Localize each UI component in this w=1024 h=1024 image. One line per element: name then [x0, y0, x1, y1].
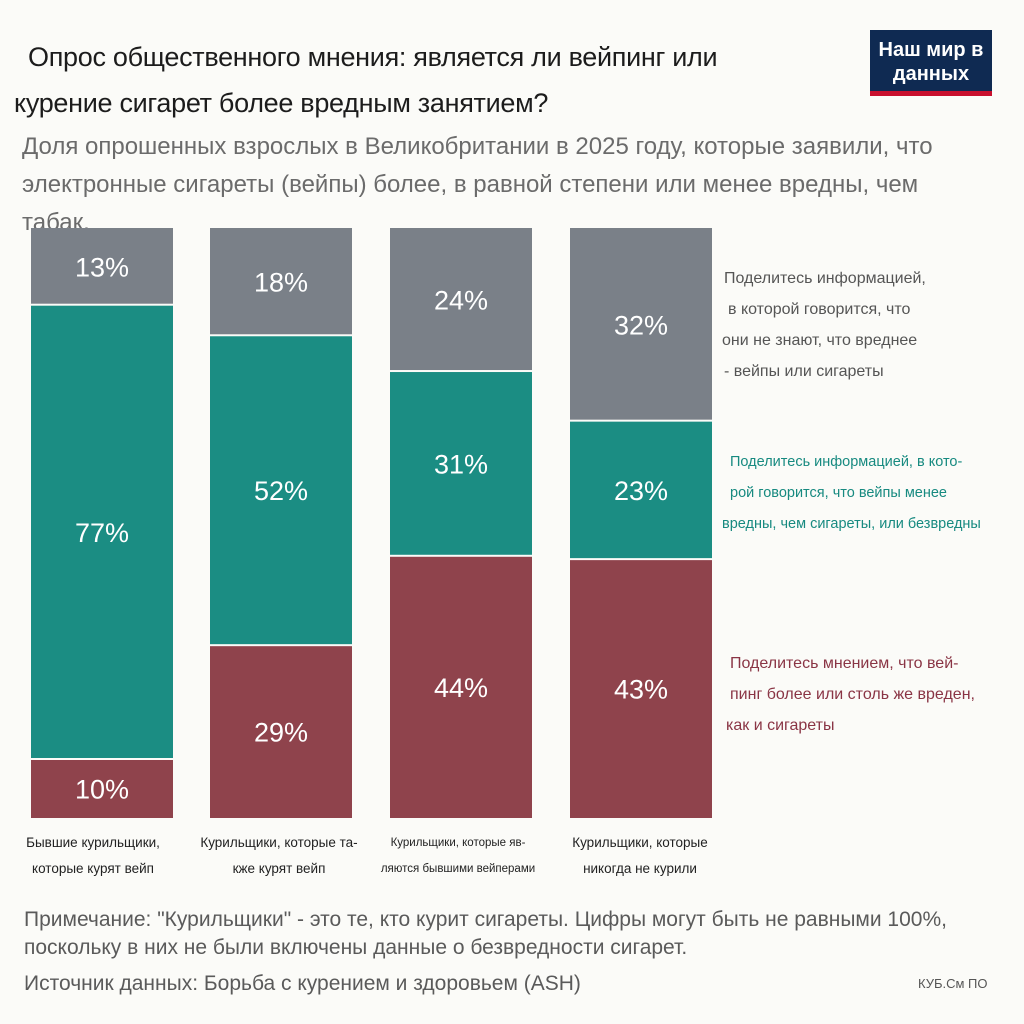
legend-unknown-line: Поделитесь информацией, — [724, 270, 926, 287]
category-label-line: Бывшие курильщики, — [26, 835, 160, 850]
our-world-in-data-logo[interactable]: Наш мир в данных — [870, 30, 992, 96]
bar-value-label: 13% — [75, 252, 129, 282]
footnote: Примечание: "Курильщики" - это те, кто к… — [24, 908, 947, 959]
bar-value-label: 32% — [614, 310, 668, 340]
bar-value-label: 77% — [75, 518, 129, 548]
data-source: Источник данных: Борьба с курением и здо… — [24, 972, 581, 995]
legend-unknown: Поделитесь информацией, в которой говори… — [722, 263, 974, 387]
bar-segment-less-harmful[interactable] — [570, 421, 712, 559]
legend-less-line: рой говорится, что вейпы менее — [730, 485, 947, 501]
bar-segment-less-harmful[interactable] — [390, 372, 532, 555]
bar-segment-unknown[interactable] — [570, 228, 712, 420]
category-label-former-smokers: Бывшие курильщики, которые курят вейп — [3, 830, 183, 882]
credit: КУБ.См ПО — [918, 976, 988, 991]
bar-segment-more-harmful[interactable] — [31, 760, 173, 818]
bar-value-label: 23% — [614, 476, 668, 506]
bar-value-label: 31% — [434, 449, 488, 479]
bar-segment-more-harmful[interactable] — [570, 560, 712, 818]
category-label-line: Курильщики, которые яв- — [390, 837, 526, 849]
legend-more-harmful: Поделитесь мнением, что вей- пинг более … — [726, 648, 996, 741]
bar-segment-more-harmful[interactable] — [390, 556, 532, 818]
bar-segment-unknown[interactable] — [390, 228, 532, 371]
category-label-line: Курильщики, которые — [572, 835, 708, 850]
bar-segment-unknown[interactable] — [31, 228, 173, 304]
category-label-line: никогда не курили — [583, 861, 697, 876]
legend-more-line: Поделитесь мнением, что вей- — [730, 655, 959, 672]
category-label-line: Курильщики, которые та- — [200, 835, 358, 850]
chart-subtitle: Доля опрошенных взрослых в Великобритани… — [22, 133, 933, 236]
bar-value-label: 44% — [434, 673, 488, 703]
legend-unknown-line: они не знают, что вреднее — [722, 332, 918, 349]
category-label-line: ляются бывшими вейперами — [380, 863, 536, 875]
legend-more-line: пинг более или столь же вреден, — [730, 686, 975, 703]
legend-less-harmful: Поделитесь информацией, в кото- рой гово… — [722, 447, 982, 540]
bar-segment-less-harmful[interactable] — [31, 305, 173, 758]
bar-segment-unknown[interactable] — [210, 228, 352, 335]
bar-value-label: 52% — [254, 476, 308, 506]
bar-value-label: 10% — [75, 775, 129, 805]
legend-unknown-line: в которой говорится, что — [728, 301, 911, 318]
legend-unknown-line: - вейпы или сигареты — [724, 363, 884, 380]
bar-value-label: 24% — [434, 286, 488, 316]
legend-less-line: вредны, чем сигареты, или безвредны — [722, 516, 981, 532]
title-line-1: Опрос общественного мнения: является ли … — [28, 42, 718, 72]
legend-less-line: Поделитесь информацией, в кото- — [730, 454, 963, 470]
category-label-former-vapers: Курильщики, которые яв- ляются бывшими в… — [368, 830, 548, 882]
bar-value-label: 29% — [254, 718, 308, 748]
bar-value-label: 18% — [254, 268, 308, 298]
chart-title: Опрос общественного мнения: является ли … — [14, 34, 774, 126]
category-label-never-vaped: Курильщики, которые никогда не курили — [550, 830, 730, 882]
bar-value-label: 43% — [614, 675, 668, 705]
category-label-line: кже курят вейп — [232, 861, 326, 876]
category-label-dual-users: Курильщики, которые та- кже курят вейп — [189, 830, 369, 882]
bar-segment-more-harmful[interactable] — [210, 646, 352, 818]
legend-more-line: как и сигареты — [726, 717, 835, 734]
bar-segment-less-harmful[interactable] — [210, 336, 352, 645]
title-line-2: курение сигарет более вредным занятием? — [14, 88, 549, 118]
category-label-line: которые курят вейп — [32, 861, 154, 876]
